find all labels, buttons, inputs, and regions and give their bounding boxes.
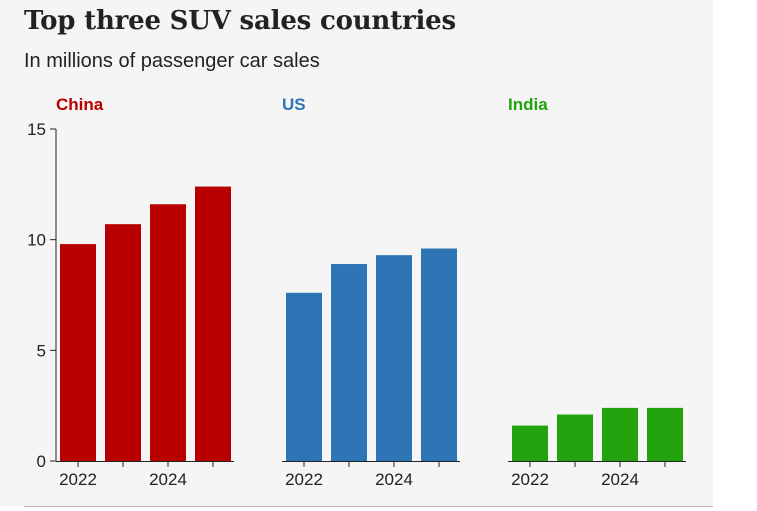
x-tick-label: 2022: [59, 470, 97, 489]
series-label: US: [282, 95, 306, 114]
bar: [331, 264, 367, 461]
x-tick-label: 2024: [149, 470, 187, 489]
chart-subtitle: In millions of passenger car sales: [24, 50, 320, 72]
x-tick-label: 2022: [285, 470, 323, 489]
y-tick-label: 0: [37, 452, 46, 471]
y-tick-label: 5: [37, 341, 46, 360]
bar: [195, 186, 231, 461]
bar: [60, 244, 96, 461]
x-tick-label: 2022: [511, 470, 549, 489]
bar: [150, 204, 186, 461]
bar: [376, 255, 412, 461]
bar: [512, 425, 548, 461]
y-tick-label: 15: [27, 120, 46, 139]
bar: [286, 292, 322, 461]
bar: [602, 407, 638, 461]
bar: [557, 414, 593, 461]
series-label: India: [508, 95, 548, 114]
x-tick-label: 2024: [601, 470, 639, 489]
bottom-divider: [24, 506, 713, 507]
series-label: China: [56, 95, 104, 114]
bar: [421, 248, 457, 461]
y-tick-label: 10: [27, 231, 46, 250]
x-tick-label: 2024: [375, 470, 413, 489]
bar: [647, 407, 683, 461]
chart-title: Top three SUV sales countries: [24, 6, 456, 36]
bar: [105, 224, 141, 461]
